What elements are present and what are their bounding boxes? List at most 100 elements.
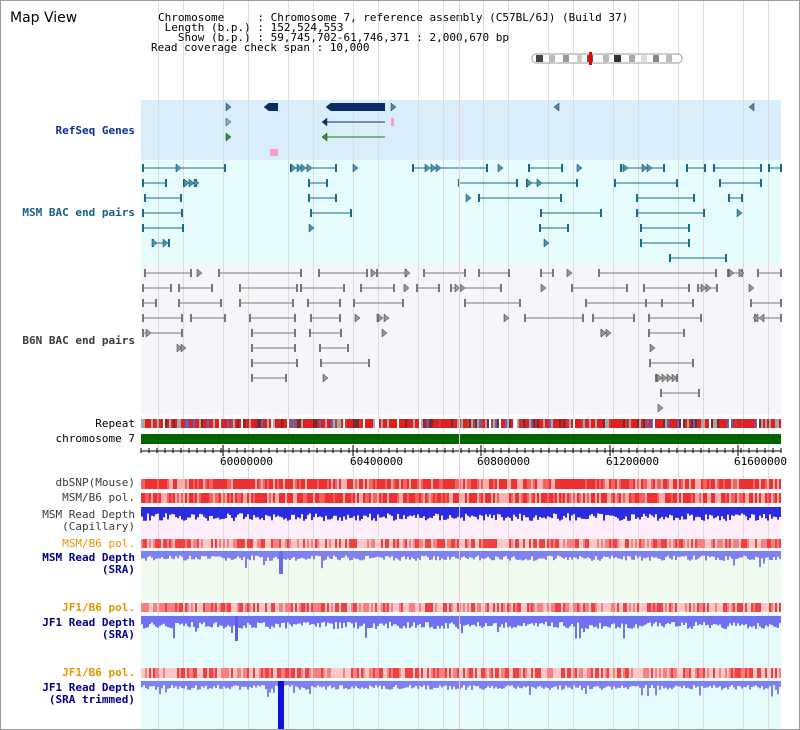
feature-end[interactable] bbox=[688, 284, 690, 292]
feature-end[interactable] bbox=[296, 284, 298, 292]
feature-end[interactable] bbox=[648, 314, 650, 322]
feature-end[interactable] bbox=[310, 209, 312, 217]
feature-end[interactable] bbox=[622, 163, 629, 173]
feature-end[interactable] bbox=[683, 329, 685, 337]
feature-end[interactable] bbox=[142, 284, 144, 292]
feature-end[interactable] bbox=[142, 314, 144, 322]
feature-end[interactable] bbox=[656, 373, 663, 383]
feature-end[interactable] bbox=[633, 314, 635, 322]
feature-end[interactable] bbox=[524, 314, 526, 322]
feature-end[interactable] bbox=[360, 284, 362, 292]
feature-end[interactable] bbox=[381, 328, 388, 338]
chromosome-ideogram[interactable] bbox=[531, 52, 683, 65]
track-label-jf1-depth-sra-1[interactable]: JF1 Read Depth bbox=[42, 616, 135, 629]
feature-end[interactable] bbox=[251, 344, 253, 352]
feature-end[interactable] bbox=[643, 284, 645, 292]
feature-end[interactable] bbox=[180, 343, 187, 353]
feature-end[interactable] bbox=[646, 163, 653, 173]
feature-end[interactable] bbox=[768, 164, 770, 172]
feature-end[interactable] bbox=[516, 179, 518, 187]
feature-end[interactable] bbox=[758, 313, 765, 323]
feature-end[interactable] bbox=[641, 163, 648, 173]
feature-end[interactable] bbox=[450, 284, 452, 292]
feature-end[interactable] bbox=[251, 359, 253, 367]
feature-end[interactable] bbox=[741, 194, 743, 202]
feature-end[interactable] bbox=[294, 314, 296, 322]
feature-end[interactable] bbox=[165, 179, 167, 187]
feature-end[interactable] bbox=[155, 299, 157, 307]
feature-end[interactable] bbox=[669, 254, 671, 262]
feature-end[interactable] bbox=[528, 164, 530, 172]
feature-end[interactable] bbox=[666, 373, 673, 383]
feature-end[interactable] bbox=[567, 224, 569, 232]
feature-end[interactable] bbox=[181, 314, 183, 322]
feature-end[interactable] bbox=[188, 178, 195, 188]
feature-end[interactable] bbox=[576, 179, 578, 187]
feature-end[interactable] bbox=[750, 299, 752, 307]
feature-end[interactable] bbox=[170, 284, 172, 292]
track-label-msm-b6-pol-2[interactable]: MSM/B6 pol. bbox=[62, 537, 135, 550]
feature-end[interactable] bbox=[636, 194, 638, 202]
feature-end[interactable] bbox=[182, 224, 184, 232]
track-label-chromosome[interactable]: chromosome 7 bbox=[55, 432, 135, 445]
feature-end[interactable] bbox=[576, 163, 583, 173]
feature-end[interactable] bbox=[592, 314, 594, 322]
feature-end[interactable] bbox=[725, 254, 727, 262]
feature-end[interactable] bbox=[698, 389, 700, 397]
feature-end[interactable] bbox=[196, 268, 203, 278]
feature-end[interactable] bbox=[430, 163, 437, 173]
feature-end[interactable] bbox=[552, 269, 554, 277]
feature-end[interactable] bbox=[178, 284, 180, 292]
track-label-msm-bac[interactable]: MSM BAC end pairs bbox=[22, 206, 135, 219]
feature-end[interactable] bbox=[693, 194, 695, 202]
feature-end[interactable] bbox=[181, 329, 183, 337]
feature-end[interactable] bbox=[649, 359, 651, 367]
feature-end[interactable] bbox=[519, 299, 521, 307]
feature-end[interactable] bbox=[719, 179, 721, 187]
feature-end[interactable] bbox=[526, 178, 533, 188]
feature-end[interactable] bbox=[671, 373, 678, 383]
feature-end[interactable] bbox=[319, 344, 321, 352]
feature-end[interactable] bbox=[180, 194, 182, 202]
feature-end[interactable] bbox=[190, 269, 192, 277]
feature-end[interactable] bbox=[251, 374, 253, 382]
feature-end[interactable] bbox=[423, 269, 425, 277]
feature-end[interactable] bbox=[300, 163, 307, 173]
feature-end[interactable] bbox=[403, 283, 410, 293]
feature-end[interactable] bbox=[649, 343, 656, 353]
feature-end[interactable] bbox=[748, 283, 755, 293]
feature-end[interactable] bbox=[296, 163, 303, 173]
feature-end[interactable] bbox=[438, 284, 440, 292]
feature-end[interactable] bbox=[503, 313, 510, 323]
feature-end[interactable] bbox=[738, 268, 745, 278]
feature-end[interactable] bbox=[536, 178, 543, 188]
feature-end[interactable] bbox=[310, 314, 312, 322]
feature-end[interactable] bbox=[582, 314, 584, 322]
feature-end[interactable] bbox=[697, 284, 699, 292]
feature-end[interactable] bbox=[224, 164, 226, 172]
feature-end[interactable] bbox=[393, 284, 395, 292]
feature-end[interactable] bbox=[780, 269, 782, 277]
feature-end[interactable] bbox=[600, 209, 602, 217]
feature-end[interactable] bbox=[296, 359, 298, 367]
feature-end[interactable] bbox=[748, 102, 755, 112]
feature-end[interactable] bbox=[605, 328, 612, 338]
feature-end[interactable] bbox=[178, 299, 180, 307]
track-label-msm-depth-cap-1[interactable]: MSM Read Depth bbox=[42, 508, 135, 521]
feature-end[interactable] bbox=[325, 102, 332, 112]
feature-end[interactable] bbox=[144, 269, 146, 277]
track-label-jf1-depth-trim-1[interactable]: JF1 Read Depth bbox=[42, 681, 135, 694]
feature-end[interactable] bbox=[339, 314, 341, 322]
feature-end[interactable] bbox=[162, 238, 169, 248]
feature-end[interactable] bbox=[366, 269, 368, 277]
feature-end[interactable] bbox=[308, 194, 310, 202]
feature-end[interactable] bbox=[285, 374, 287, 382]
feature-end[interactable] bbox=[335, 164, 337, 172]
feature-end[interactable] bbox=[249, 314, 251, 322]
feature-end[interactable] bbox=[692, 359, 694, 367]
feature-end[interactable] bbox=[353, 299, 355, 307]
feature-end[interactable] bbox=[190, 314, 192, 322]
feature-end[interactable] bbox=[543, 238, 550, 248]
feature-end[interactable] bbox=[307, 299, 309, 307]
feature-end[interactable] bbox=[404, 268, 411, 278]
